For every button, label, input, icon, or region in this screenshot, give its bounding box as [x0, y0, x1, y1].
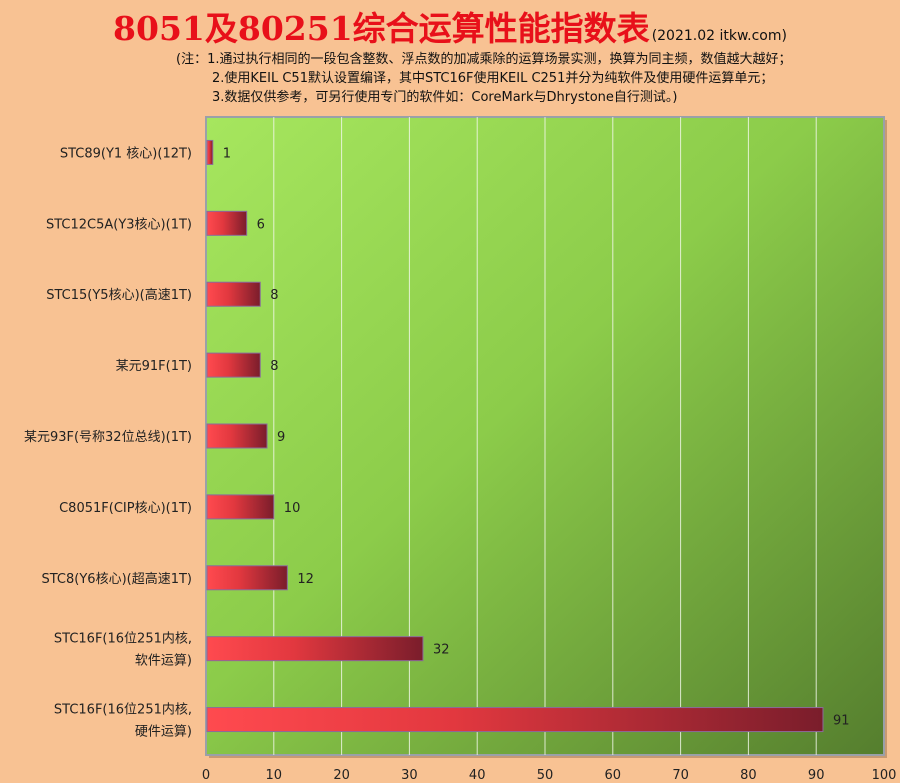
x-tick-label: 30 — [401, 768, 418, 783]
bar — [206, 352, 261, 378]
title-row: 8051及80251综合运算性能指数表 (2021.02 itkw.com) — [0, 2, 900, 48]
x-tick-label: 20 — [333, 768, 350, 783]
x-tick-label: 90 — [808, 768, 825, 783]
bar — [206, 139, 214, 165]
chart-subtitle: (2021.02 itkw.com) — [651, 28, 787, 44]
x-tick-label: 0 — [202, 768, 210, 783]
x-axis-ticks: 0 10 20 30 40 50 60 70 80 90 100 — [202, 768, 897, 783]
category-label: STC89(Y1 核心)(12T) — [60, 146, 192, 161]
value-labels: 1 6 8 8 9 10 12 32 91 — [223, 146, 850, 728]
category-label: STC8(Y6核心)(超高速1T) — [42, 571, 193, 587]
category-labels: STC89(Y1 核心)(12T) STC12C5A(Y3核心)(1T) STC15… — [24, 146, 192, 739]
value-label: 6 — [257, 217, 265, 232]
category-label: 某元93F(号称32位总线)(1T) — [24, 430, 192, 445]
value-label: 91 — [833, 714, 850, 729]
category-label: 硬件运算) — [135, 725, 192, 740]
category-label: STC12C5A(Y3核心)(1T) — [46, 217, 192, 232]
category-label: STC16F(16位251内核, — [54, 631, 192, 647]
x-tick-label: 10 — [266, 768, 283, 783]
category-label: STC16F(16位251内核, — [54, 702, 192, 718]
value-label: 8 — [270, 359, 278, 374]
value-label: 32 — [433, 643, 450, 658]
note-line-2: 2.使用KEIL C51默认设置编译，其中STC16F使用KEIL C251并分… — [212, 71, 774, 86]
category-label: 软件运算) — [135, 654, 192, 669]
x-tick-label: 50 — [537, 768, 554, 783]
bar — [206, 636, 424, 662]
category-label: STC15(Y5核心)(高速1T) — [46, 287, 192, 303]
x-tick-label: 70 — [672, 768, 689, 783]
bar — [206, 281, 261, 307]
value-label: 9 — [277, 430, 285, 445]
note-line-1: (注：1.通过执行相同的一段包含整数、浮点数的加减乘除的运算场景实测，换算为同主… — [176, 52, 792, 67]
value-label: 1 — [223, 146, 231, 161]
chart-notes: (注：1.通过执行相同的一段包含整数、浮点数的加减乘除的运算场景实测，换算为同主… — [176, 50, 896, 107]
bar — [206, 423, 268, 449]
value-label: 8 — [270, 288, 278, 303]
chart-title: 8051及80251综合运算性能指数表 — [113, 9, 650, 48]
x-tick-label: 60 — [605, 768, 622, 783]
x-tick-label: 80 — [740, 768, 757, 783]
bar — [206, 494, 275, 520]
category-label: 某元91F(1T) — [116, 359, 192, 374]
bar — [206, 210, 248, 236]
value-label: 12 — [297, 572, 314, 587]
x-tick-label: 40 — [469, 768, 486, 783]
bar — [206, 707, 824, 733]
category-label: C8051F(CIP核心)(1T) — [59, 501, 192, 516]
value-label: 10 — [284, 501, 301, 516]
grid-lines — [273, 117, 817, 755]
bars — [206, 139, 824, 733]
note-line-3: 3.数据仅供参考，可另行使用专门的软件如：CoreMark与Dhrystone自… — [212, 90, 678, 105]
bar — [206, 565, 288, 591]
x-tick-label: 100 — [872, 768, 897, 783]
